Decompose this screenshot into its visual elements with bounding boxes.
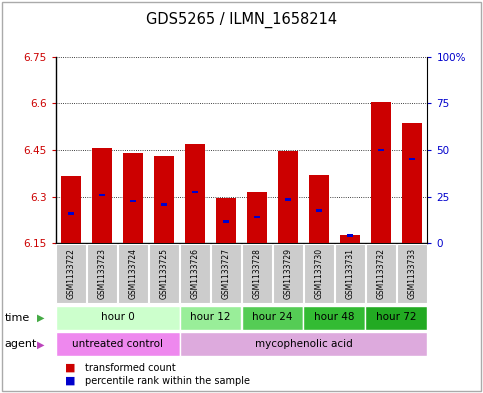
Bar [87,244,116,303]
Bar [216,198,236,243]
Bar [154,156,174,243]
Text: GSM1133727: GSM1133727 [222,248,230,299]
Text: untreated control: untreated control [72,339,163,349]
Bar [181,244,210,303]
Text: hour 48: hour 48 [314,312,355,322]
Text: transformed count: transformed count [85,363,175,373]
Text: GSM1133725: GSM1133725 [159,248,169,299]
Text: ▶: ▶ [37,312,45,323]
Text: GSM1133732: GSM1133732 [376,248,385,299]
Text: percentile rank within the sample: percentile rank within the sample [85,376,250,386]
Text: GDS5265 / ILMN_1658214: GDS5265 / ILMN_1658214 [146,12,337,28]
Bar [309,175,329,243]
Bar [273,244,302,303]
Bar [366,305,427,330]
Bar [347,234,353,237]
Text: GSM1133729: GSM1133729 [284,248,293,299]
Text: hour 0: hour 0 [100,312,134,322]
Bar [68,213,74,215]
Bar [304,244,334,303]
Bar [185,144,205,243]
Text: GSM1133728: GSM1133728 [253,248,261,299]
Text: mycophenolic acid: mycophenolic acid [255,339,353,349]
Bar [180,305,242,330]
Bar [99,194,105,196]
Bar [223,220,229,223]
Text: GSM1133722: GSM1133722 [67,248,75,299]
Bar [56,332,180,356]
Bar [130,200,136,202]
Bar [242,244,271,303]
Bar [409,158,415,160]
Bar [247,192,267,243]
Text: ▶: ▶ [37,339,45,349]
Bar [378,149,384,151]
Bar [212,244,241,303]
Text: ■: ■ [65,363,76,373]
Bar [367,244,396,303]
Bar [56,305,180,330]
Bar [402,123,422,243]
Bar [123,153,143,243]
Text: GSM1133733: GSM1133733 [408,248,416,299]
Bar [192,191,198,193]
Bar [303,305,366,330]
Bar [340,235,360,243]
Text: hour 12: hour 12 [190,312,231,322]
Text: hour 72: hour 72 [376,312,417,322]
Bar [61,176,81,243]
Text: GSM1133731: GSM1133731 [345,248,355,299]
Bar [149,244,179,303]
Bar [57,244,85,303]
Text: GSM1133723: GSM1133723 [98,248,107,299]
Bar [242,305,303,330]
Bar [92,149,112,243]
Bar [335,244,365,303]
Bar [254,216,260,218]
Text: GSM1133726: GSM1133726 [190,248,199,299]
Bar [285,198,291,201]
Bar [278,151,298,243]
Bar [161,203,167,206]
Text: time: time [5,312,30,323]
Bar [398,244,426,303]
Text: GSM1133724: GSM1133724 [128,248,138,299]
Text: GSM1133730: GSM1133730 [314,248,324,299]
Text: agent: agent [5,339,37,349]
Text: hour 24: hour 24 [252,312,293,322]
Bar [316,209,322,212]
Bar [371,102,391,243]
Text: ■: ■ [65,376,76,386]
Bar [118,244,148,303]
Bar [180,332,427,356]
